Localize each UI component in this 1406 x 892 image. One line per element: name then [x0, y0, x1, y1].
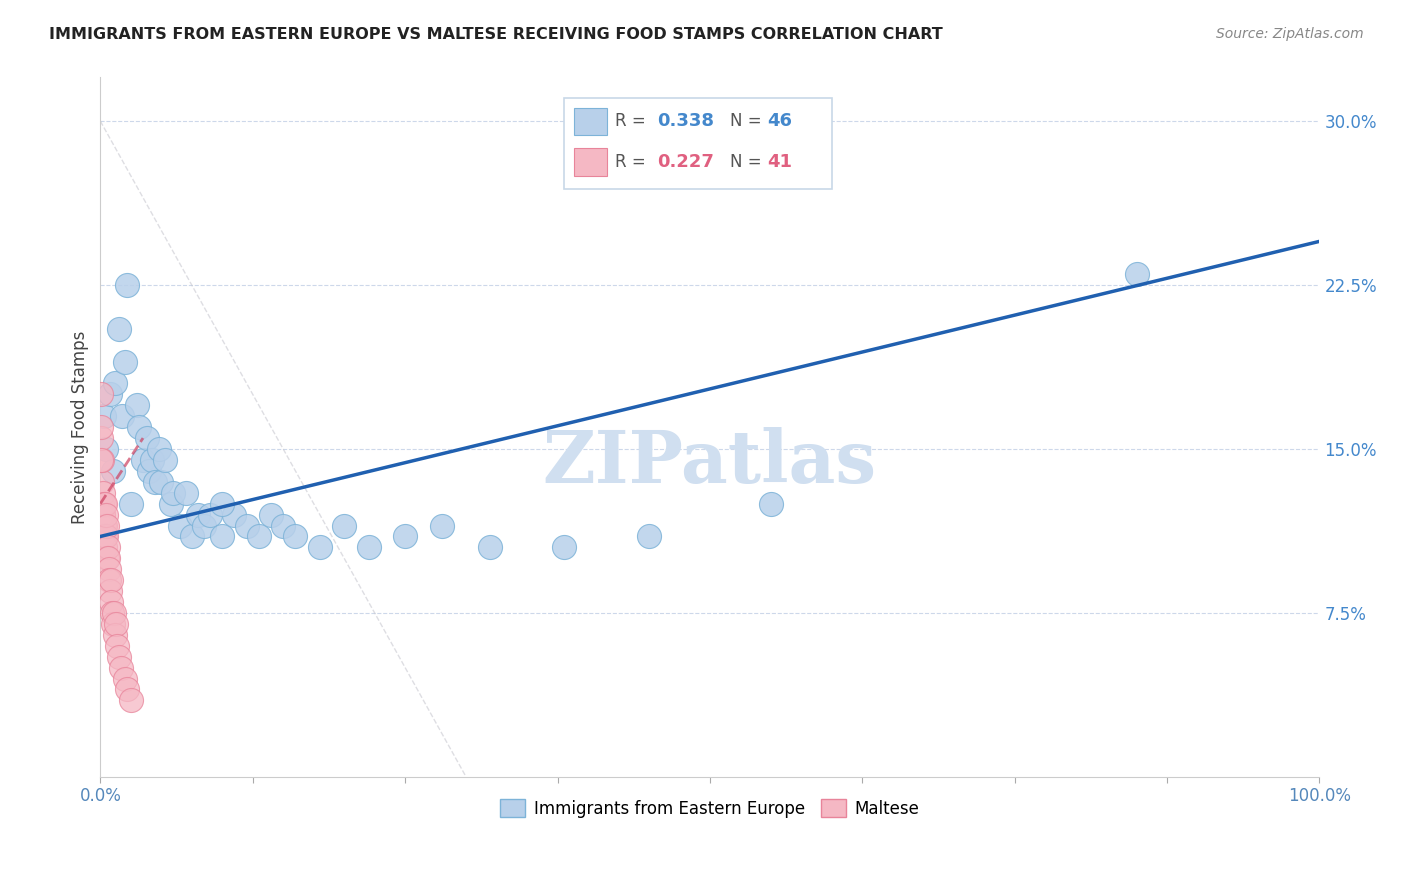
Point	[553, 541, 575, 555]
Point	[333, 518, 356, 533]
Point	[91, 453, 114, 467]
Point	[90, 497, 112, 511]
Point	[284, 529, 307, 543]
Point	[94, 529, 117, 543]
Point	[638, 529, 661, 543]
Point	[96, 442, 118, 456]
Point	[759, 497, 782, 511]
Point	[120, 693, 142, 707]
Point	[132, 453, 155, 467]
Point	[115, 682, 138, 697]
Point	[94, 497, 117, 511]
Point	[105, 616, 128, 631]
Point	[111, 409, 134, 424]
Point	[91, 485, 114, 500]
Point	[211, 497, 233, 511]
Point	[120, 497, 142, 511]
Point	[97, 551, 120, 566]
Point	[308, 541, 330, 555]
Point	[180, 529, 202, 543]
Point	[97, 562, 120, 576]
Point	[90, 475, 112, 489]
Point	[90, 453, 112, 467]
Point	[128, 420, 150, 434]
Text: IMMIGRANTS FROM EASTERN EUROPE VS MALTESE RECEIVING FOOD STAMPS CORRELATION CHAR: IMMIGRANTS FROM EASTERN EUROPE VS MALTES…	[49, 27, 943, 42]
Point	[96, 518, 118, 533]
Point	[150, 475, 173, 489]
Point	[90, 387, 112, 401]
Point	[235, 518, 257, 533]
Point	[224, 508, 246, 522]
Y-axis label: Receiving Food Stamps: Receiving Food Stamps	[72, 330, 89, 524]
Point	[211, 529, 233, 543]
Point	[114, 672, 136, 686]
Point	[357, 541, 380, 555]
Point	[187, 508, 209, 522]
Point	[100, 595, 122, 609]
Point	[90, 518, 112, 533]
Point	[101, 464, 124, 478]
Text: Source: ZipAtlas.com: Source: ZipAtlas.com	[1216, 27, 1364, 41]
Point	[101, 616, 124, 631]
Point	[96, 508, 118, 522]
Point	[115, 278, 138, 293]
Point	[114, 354, 136, 368]
Point	[160, 497, 183, 511]
Point	[260, 508, 283, 522]
Point	[90, 431, 112, 445]
Point	[103, 606, 125, 620]
Point	[193, 518, 215, 533]
Point	[138, 464, 160, 478]
Point	[104, 376, 127, 391]
Point	[91, 508, 114, 522]
Point	[125, 398, 148, 412]
Point	[135, 431, 157, 445]
Point	[100, 573, 122, 587]
Point	[94, 541, 117, 555]
Point	[107, 649, 129, 664]
Point	[169, 518, 191, 533]
Point	[141, 453, 163, 467]
Point	[107, 639, 129, 653]
Point	[430, 518, 453, 533]
Point	[94, 529, 117, 543]
Point	[198, 508, 221, 522]
Point	[143, 475, 166, 489]
Point	[101, 606, 124, 620]
Point	[479, 541, 502, 555]
Legend: Immigrants from Eastern Europe, Maltese: Immigrants from Eastern Europe, Maltese	[494, 792, 927, 824]
Point	[247, 529, 270, 543]
Point	[93, 518, 115, 533]
Point	[271, 518, 294, 533]
Point	[91, 529, 114, 543]
Point	[93, 497, 115, 511]
Point	[93, 409, 115, 424]
Point	[394, 529, 416, 543]
Point	[174, 485, 197, 500]
Point	[162, 485, 184, 500]
Point	[93, 518, 115, 533]
Point	[98, 387, 121, 401]
Point	[97, 541, 120, 555]
Point	[93, 508, 115, 522]
Text: ZIPatlas: ZIPatlas	[543, 426, 877, 498]
Point	[96, 551, 118, 566]
Point	[98, 584, 121, 599]
Point	[1125, 267, 1147, 281]
Point	[148, 442, 170, 456]
Point	[90, 508, 112, 522]
Point	[98, 573, 121, 587]
Point	[153, 453, 176, 467]
Point	[110, 660, 132, 674]
Point	[90, 420, 112, 434]
Point	[104, 628, 127, 642]
Point	[107, 322, 129, 336]
